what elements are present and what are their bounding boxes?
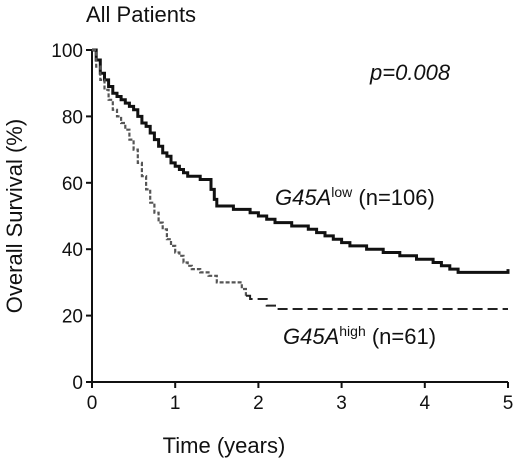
series-low-count: (n=106) <box>352 185 435 210</box>
chart-title: All Patients <box>86 2 196 27</box>
x-tick-label: 3 <box>336 393 347 414</box>
axes <box>91 50 508 383</box>
x-tick-label: 4 <box>420 393 431 414</box>
x-tick-label: 1 <box>170 393 181 414</box>
x-tick-label: 5 <box>503 393 514 414</box>
y-tick-label: 100 <box>51 41 83 62</box>
axis-ticks: 0 20 40 60 80 100 0 1 2 3 4 5 <box>51 41 513 414</box>
y-tick-label: 40 <box>62 240 83 261</box>
series-high-curve-censored <box>245 294 508 310</box>
series-label-low: G45Alow (n=106) <box>275 184 435 210</box>
x-tick-label: 2 <box>253 393 264 414</box>
y-tick-label: 80 <box>62 107 83 128</box>
survival-curves <box>92 48 510 310</box>
y-tick-label: 0 <box>72 373 83 394</box>
series-high-gene: G45A <box>283 324 339 349</box>
series-high-superscript: high <box>339 323 365 339</box>
series-low-curve <box>92 48 510 274</box>
x-tick-label: 0 <box>87 393 98 414</box>
series-low-superscript: low <box>331 184 353 200</box>
y-tick-label: 60 <box>62 174 83 195</box>
p-value-annotation: p=0.008 <box>369 60 451 85</box>
series-low-gene: G45A <box>275 185 331 210</box>
x-axis-label: Time (years) <box>163 433 286 458</box>
series-label-high: G45Ahigh (n=61) <box>283 323 436 349</box>
series-high-curve <box>92 48 247 296</box>
y-tick-label: 20 <box>62 307 83 328</box>
series-high-count: (n=61) <box>366 324 436 349</box>
y-axis-label: Overall Survival (%) <box>2 119 27 313</box>
